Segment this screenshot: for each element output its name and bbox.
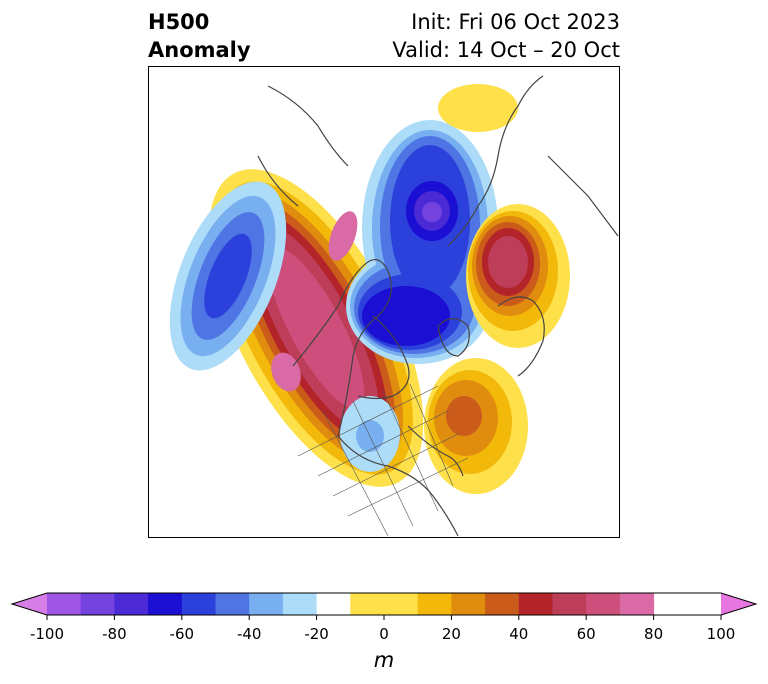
init-date: Init: Fri 06 Oct 2023 xyxy=(411,10,620,34)
colorbar-segment xyxy=(417,593,452,615)
colorbar-tick-label: 80 xyxy=(644,625,664,643)
trough-pacific xyxy=(169,181,287,371)
ridge-core-north xyxy=(328,211,358,261)
colorbar-tick-label: 60 xyxy=(576,625,596,643)
colorbar-tick-label: 0 xyxy=(379,625,389,643)
colorbar-segment xyxy=(114,593,149,615)
colorbar-unit: m xyxy=(373,648,395,672)
valid-range: Valid: 14 Oct – 20 Oct xyxy=(392,38,620,62)
colorbar-tick-label: -40 xyxy=(236,625,262,643)
title-field-type: Anomaly xyxy=(148,38,251,62)
colorbar-tick-label: -60 xyxy=(169,625,195,643)
colorbar-over-arrow xyxy=(721,593,756,615)
map-title: H500 Anomaly xyxy=(148,8,251,64)
colorbar-tick-label: -20 xyxy=(304,625,329,643)
colorbar-segment xyxy=(148,593,183,615)
colorbar-segment xyxy=(586,593,621,615)
colorbar-segment xyxy=(350,593,419,615)
colorbar-tick-label: 100 xyxy=(706,625,736,643)
colorbar-tick-label: -80 xyxy=(102,625,127,643)
colorbar-segment xyxy=(451,593,486,615)
trough-arctic xyxy=(346,120,498,364)
colorbar-segment xyxy=(215,593,250,615)
colorbar-tick-label: 40 xyxy=(509,625,529,643)
colorbar-segment xyxy=(485,593,520,615)
us-state-borders xyxy=(297,383,469,537)
colorbar-segment xyxy=(619,593,655,615)
colorbar-under-arrow xyxy=(12,593,47,615)
forecast-dates: Init: Fri 06 Oct 2023 Valid: 14 Oct – 20… xyxy=(392,8,620,64)
anomaly-map xyxy=(148,66,620,538)
map-panel xyxy=(148,66,620,538)
colorbar-segment xyxy=(552,593,587,615)
colorbar-segment xyxy=(282,593,318,615)
colorbar-segment xyxy=(181,593,216,615)
colorbar-segment xyxy=(316,593,351,615)
colorbar-segment xyxy=(80,593,115,615)
colorbar-segment xyxy=(518,593,553,615)
ridge-atlantic xyxy=(424,358,528,494)
ridge-europe xyxy=(466,204,570,348)
colorbar-tick-label: -100 xyxy=(29,625,65,643)
colorbar-tick-label: 20 xyxy=(441,625,461,643)
title-variable: H500 xyxy=(148,10,210,34)
ridge-siberia xyxy=(438,84,518,132)
colorbar-segment xyxy=(47,593,82,615)
colorbar-bar xyxy=(10,592,758,620)
coastlines xyxy=(257,75,619,537)
ridge-core-south xyxy=(271,352,301,392)
colorbar-segment xyxy=(249,593,284,615)
colorbar xyxy=(0,586,768,684)
